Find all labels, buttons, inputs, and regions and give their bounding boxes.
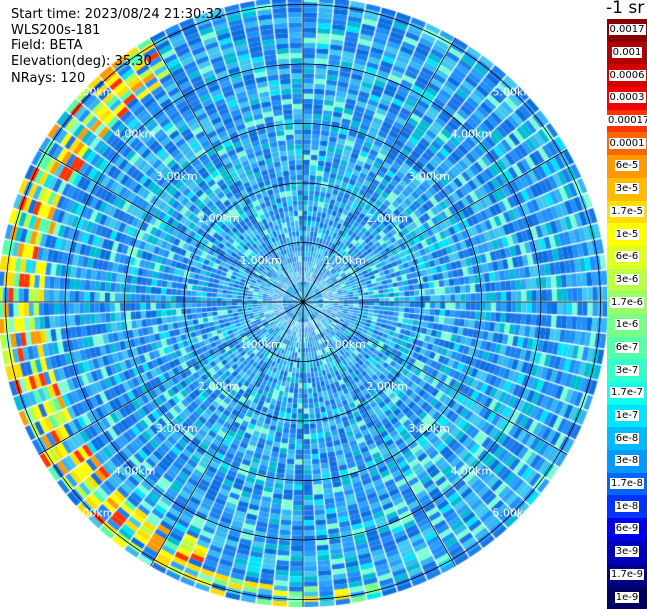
colorbar-swatch: 1e-8 <box>607 495 647 519</box>
colorbar-tick-label: 3e-8 <box>614 455 640 467</box>
colorbar-tick-label: 6e-8 <box>614 432 640 444</box>
colorbar-swatch: 6e-6 <box>607 245 647 269</box>
field-label: Field: BETA <box>11 38 83 53</box>
instrument-label: WLS200s-181 <box>11 23 101 38</box>
colorbar-swatch: 1e-9 <box>607 586 647 609</box>
nrays-label: NRays: 120 <box>11 71 86 86</box>
colorbar-swatch: 1.7e-6 <box>607 291 647 314</box>
colorbar-swatch: 6e-5 <box>607 155 647 178</box>
colorbar-swatch: 3e-7 <box>607 359 647 382</box>
colorbar-swatch: 0.0006 <box>607 64 647 88</box>
colorbar-tick-label: 0.0017 <box>608 24 646 36</box>
colorbar-swatch: 1e-5 <box>607 223 647 246</box>
colorbar-swatch: 1.7e-7 <box>607 382 647 405</box>
colorbar-tick-label: 3e-5 <box>614 183 640 195</box>
colorbar-tick-label: 3e-6 <box>614 273 640 285</box>
colorbar-swatch: 0.0017 <box>607 19 647 42</box>
colorbar-swatch: 0.0003 <box>607 87 647 110</box>
colorbar-legend: 0.0017 0.001 0.0006 0.0003 0.00017 0.0001 6e-5… <box>607 19 647 609</box>
colorbar-tick-label: 3e-7 <box>614 364 640 376</box>
colorbar-tick-label: 0.0001 <box>608 137 646 149</box>
colorbar-swatch: 1.7e-5 <box>607 200 647 224</box>
colorbar-swatch: 3e-5 <box>607 177 647 201</box>
colorbar-swatch: 1e-6 <box>607 313 647 337</box>
colorbar-tick-label: 1e-7 <box>614 410 640 422</box>
colorbar-swatch: 6e-8 <box>607 427 647 451</box>
colorbar-swatch: 1.7e-8 <box>607 472 647 496</box>
colorbar-tick-label: 1e-8 <box>614 500 640 512</box>
colorbar-swatch: 0.001 <box>607 41 647 65</box>
colorbar-swatch: 0.0001 <box>607 132 647 156</box>
elevation-label: Elevation(deg): 35.30 <box>11 54 152 69</box>
colorbar-swatch: 1e-7 <box>607 404 647 428</box>
colorbar-tick-label: 0.001 <box>611 47 643 59</box>
colorbar-tick-label: 1.7e-8 <box>609 478 645 490</box>
colorbar-swatch: 6e-7 <box>607 336 647 360</box>
colorbar-swatch: 0.00017 <box>607 109 647 133</box>
colorbar-swatch: 3e-8 <box>607 450 647 473</box>
colorbar-unit-label: -1 sr <box>606 0 645 18</box>
colorbar-tick-label: 0.0006 <box>608 69 646 81</box>
colorbar-tick-label: 1e-5 <box>614 228 640 240</box>
colorbar-tick-label: 6e-6 <box>614 251 640 263</box>
colorbar-tick-label: 3e-9 <box>614 546 640 558</box>
colorbar-swatch: 3e-6 <box>607 268 647 292</box>
colorbar-tick-label: 1.7e-9 <box>609 568 645 580</box>
colorbar-tick-label: 1e-6 <box>614 319 640 331</box>
colorbar-swatch: 6e-9 <box>607 518 647 541</box>
colorbar-tick-label: 0.0003 <box>608 92 646 104</box>
colorbar-tick-label: 6e-5 <box>614 160 640 172</box>
colorbar-swatch: 1.7e-9 <box>607 563 647 587</box>
colorbar-tick-label: 1e-9 <box>614 591 640 603</box>
colorbar-tick-label: 0.00017 <box>607 115 647 127</box>
colorbar-tick-label: 6e-9 <box>614 523 640 535</box>
colorbar-swatch: 3e-9 <box>607 540 647 564</box>
start-time-label: Start time: 2023/08/24 21:30:32 <box>11 7 223 22</box>
colorbar-tick-label: 1.7e-7 <box>609 387 645 399</box>
colorbar-tick-label: 1.7e-6 <box>609 296 645 308</box>
colorbar-tick-label: 6e-7 <box>614 341 640 353</box>
colorbar-tick-label: 1.7e-5 <box>609 205 645 217</box>
